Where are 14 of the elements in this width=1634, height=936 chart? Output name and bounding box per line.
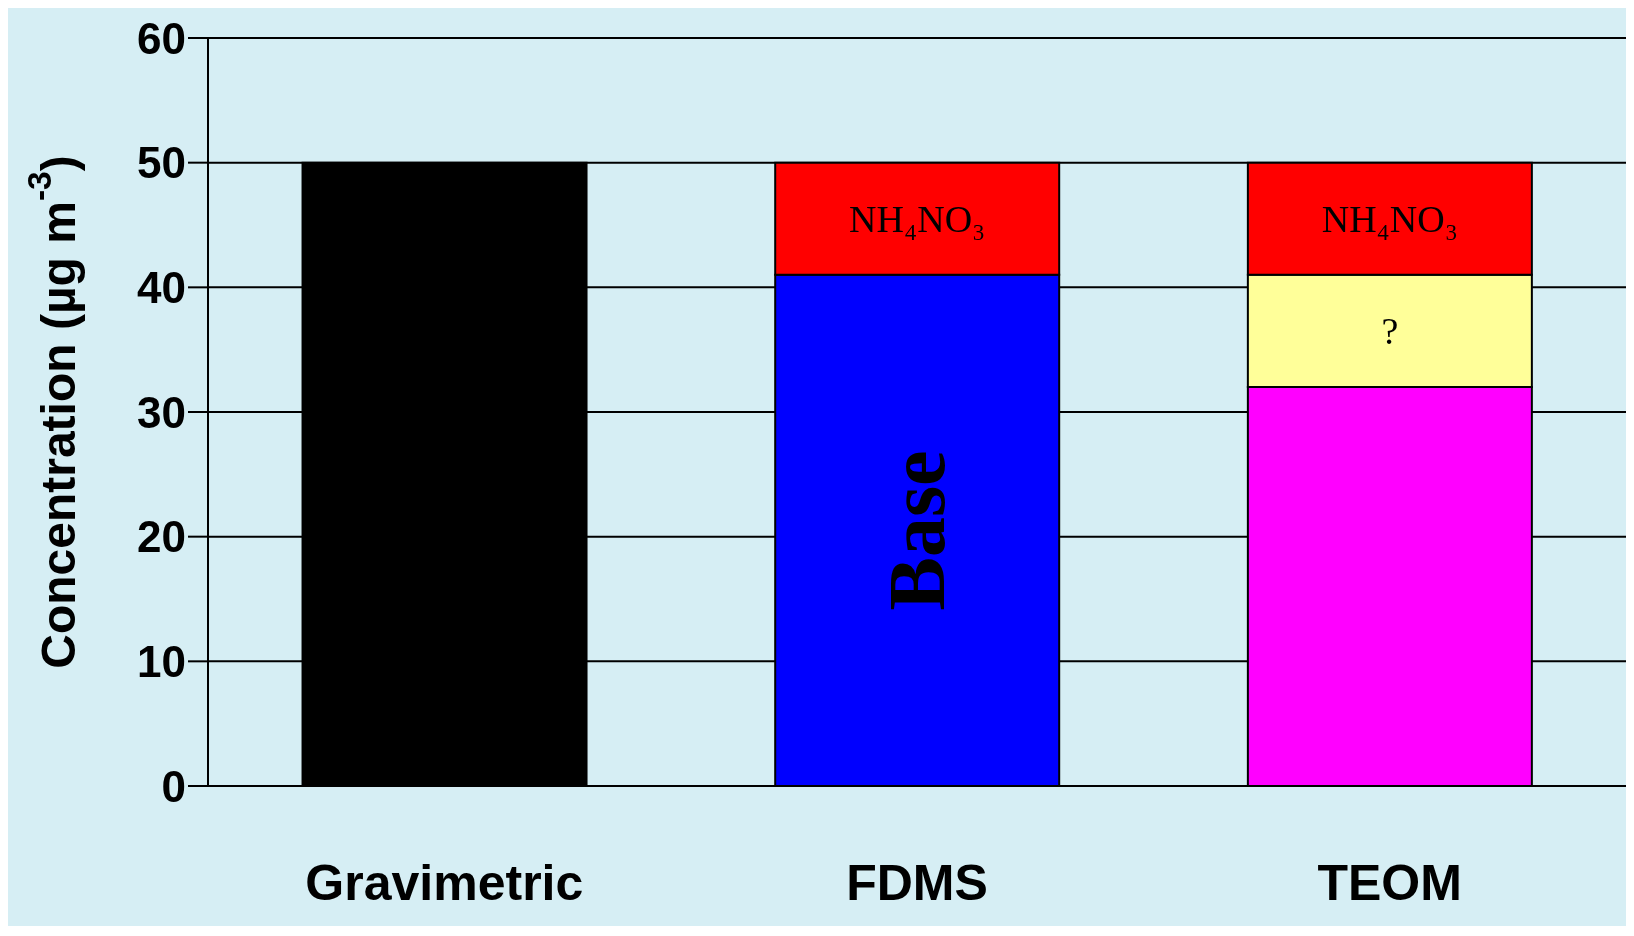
x-tick-label: Gravimetric: [305, 854, 584, 911]
series-label: Base: [873, 450, 962, 611]
x-tick-label: TEOM: [1317, 854, 1462, 911]
y-tick-label: 30: [137, 387, 186, 437]
y-tick-label: 0: [161, 761, 186, 811]
series-label: ?: [1381, 309, 1399, 352]
y-tick-label: 40: [137, 262, 186, 312]
series-label: NH₄NO₃: [849, 197, 986, 240]
y-tick-label: 10: [137, 636, 186, 686]
text: NH₄NO₃: [1321, 197, 1458, 240]
y-tick-label: 60: [137, 13, 186, 63]
y-tick-label: 50: [137, 138, 186, 188]
y-tick-label: 20: [137, 512, 186, 562]
x-tick-label: FDMS: [846, 854, 988, 911]
